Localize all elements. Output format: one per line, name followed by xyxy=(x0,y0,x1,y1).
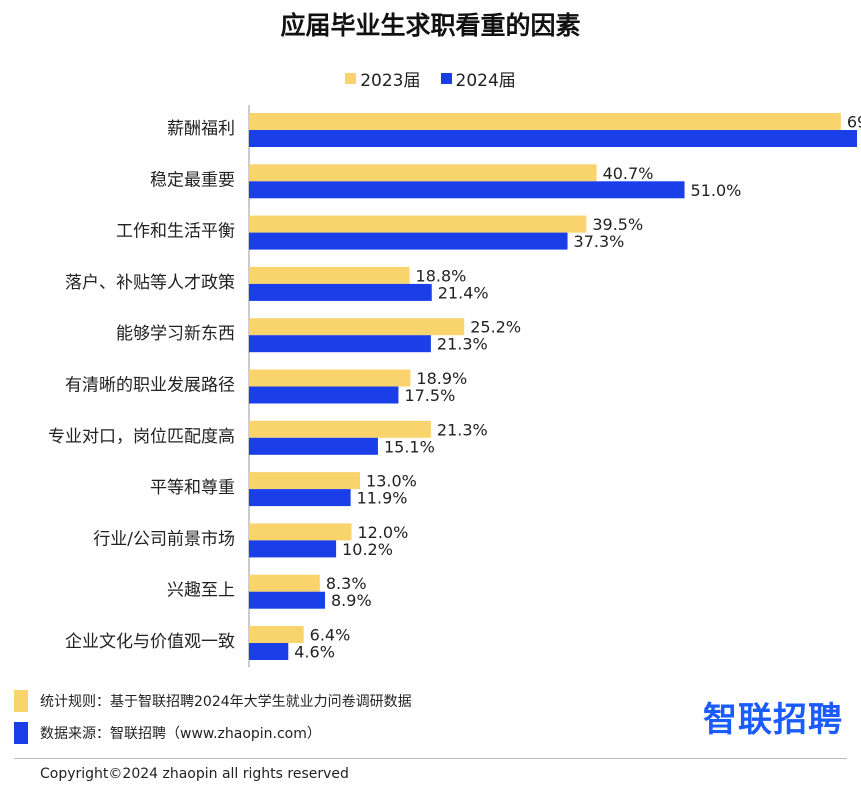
bar-2024 xyxy=(249,437,378,455)
bar-2024 xyxy=(249,643,289,660)
category-label: 专业对口，岗位匹配度高 xyxy=(48,427,235,447)
legend-swatch-2023 xyxy=(345,73,357,84)
category-label: 落户、补贴等人才政策 xyxy=(65,273,235,293)
bar-2024 xyxy=(249,232,568,250)
data-label: 25.2% xyxy=(470,318,521,337)
note-swatch-2023 xyxy=(14,690,28,712)
data-label: 18.9% xyxy=(416,369,467,388)
note-rule: 统计规则：基于智联招聘2024年大学生就业力问卷调研数据 xyxy=(14,690,412,712)
bar-2024 xyxy=(249,283,432,301)
category-label: 平等和尊重 xyxy=(150,478,235,498)
data-label: 40.7% xyxy=(603,164,654,183)
bar-2023 xyxy=(249,369,411,387)
bar-2023 xyxy=(249,164,597,182)
bar-2023 xyxy=(249,113,841,130)
data-label: 69.3% xyxy=(847,113,861,132)
category-label: 行业/公司前景市场 xyxy=(93,529,235,549)
legend-label-2024: 2024届 xyxy=(455,71,516,91)
bar-2024 xyxy=(249,181,685,199)
note-rule-text: 统计规则：基于智联招聘2024年大学生就业力问卷调研数据 xyxy=(40,694,412,710)
bar-2023 xyxy=(249,215,587,233)
category-label: 工作和生活平衡 xyxy=(116,222,235,242)
bar-2023 xyxy=(249,574,320,592)
bar-2023 xyxy=(249,420,431,438)
bar-2024 xyxy=(249,386,399,404)
bar-2024 xyxy=(249,335,431,353)
data-label: 39.5% xyxy=(592,215,643,234)
copyright: Copyright©2024 zhaopin all rights reserv… xyxy=(40,766,349,782)
data-label: 8.9% xyxy=(331,591,372,610)
bar-2023 xyxy=(249,266,410,284)
legend-item-2024: 2024届 xyxy=(440,66,516,91)
bar-2024 xyxy=(249,489,351,507)
data-label: 37.3% xyxy=(574,232,625,251)
category-label: 能够学习新东西 xyxy=(116,324,235,344)
note-source-text: 数据来源：智联招聘（www.zhaopin.com） xyxy=(40,726,321,742)
chart-notes: 统计规则：基于智联招聘2024年大学生就业力问卷调研数据 数据来源：智联招聘（w… xyxy=(14,690,412,754)
category-label: 企业文化与价值观一致 xyxy=(65,632,235,652)
chart-legend: 2023届 2024届 xyxy=(0,66,861,91)
category-label: 有清晰的职业发展路径 xyxy=(65,376,235,396)
data-label: 15.1% xyxy=(384,437,435,456)
data-label: 21.3% xyxy=(437,335,488,354)
footer-divider xyxy=(14,758,847,759)
brand-logo: 智联招聘 xyxy=(703,700,843,740)
bar-2024 xyxy=(249,540,337,558)
category-label: 稳定最重要 xyxy=(150,170,235,190)
legend-label-2023: 2023届 xyxy=(360,71,421,91)
legend-swatch-2024 xyxy=(440,73,452,84)
data-label: 21.3% xyxy=(437,420,488,439)
data-label: 13.0% xyxy=(366,472,417,491)
legend-item-2023: 2023届 xyxy=(345,66,421,91)
note-source: 数据来源：智联招聘（www.zhaopin.com） xyxy=(14,722,412,744)
bar-2023 xyxy=(249,472,361,490)
data-label: 10.2% xyxy=(342,540,393,559)
category-label: 兴趣至上 xyxy=(167,581,235,601)
bar-chart: 薪酬福利69.3%71.2%稳定最重要40.7%51.0%工作和生活平衡39.5… xyxy=(48,105,861,668)
data-label: 21.4% xyxy=(438,283,489,302)
bar-2023 xyxy=(249,626,304,643)
data-label: 8.3% xyxy=(326,574,367,593)
bar-2024 xyxy=(249,130,858,147)
data-label: 51.0% xyxy=(691,181,742,200)
bar-2023 xyxy=(249,523,352,541)
bar-2024 xyxy=(249,591,326,609)
data-label: 17.5% xyxy=(404,386,455,405)
data-label: 12.0% xyxy=(357,523,408,542)
chart-title: 应届毕业生求职看重的因素 xyxy=(280,11,581,40)
category-label: 薪酬福利 xyxy=(167,119,235,139)
data-label: 11.9% xyxy=(357,489,408,508)
data-label: 18.8% xyxy=(416,266,467,285)
note-swatch-2024 xyxy=(14,722,28,744)
data-label: 4.6% xyxy=(294,643,335,662)
data-label: 6.4% xyxy=(310,626,351,645)
bar-2023 xyxy=(249,318,465,336)
